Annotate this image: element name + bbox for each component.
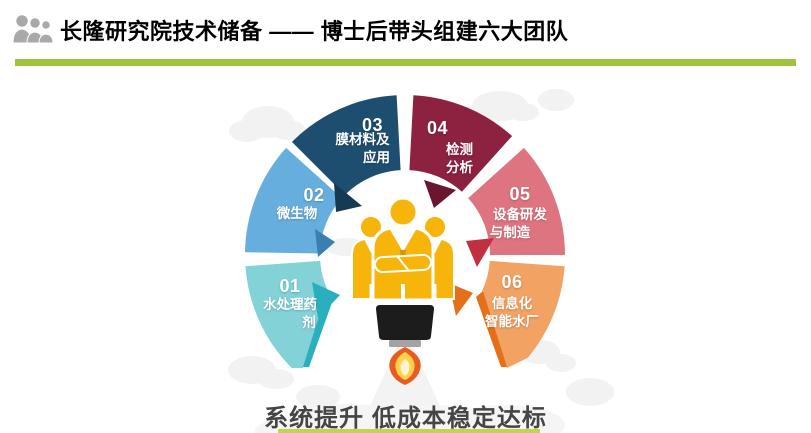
- segment-02-accent-chevron: [315, 229, 335, 257]
- segment-01-shape: [245, 260, 328, 369]
- segment-04-shape: [409, 95, 513, 192]
- footer-slogan: 系统提升 低成本稳定达标: [264, 405, 547, 432]
- segment-04-accent-chevron: [424, 180, 456, 208]
- segment-06-accent-edge: [476, 291, 507, 367]
- ring-segments: [245, 95, 565, 369]
- segment-05-accent-chevron: [466, 238, 494, 267]
- header: 长隆研究院技术储备 —— 博士后带头组建六大团队: [12, 13, 568, 45]
- rocket-base: [376, 305, 434, 340]
- segment-06-shape: [482, 260, 565, 368]
- flame-core: [400, 359, 410, 376]
- rocket-flame-icon: [376, 305, 434, 385]
- people-group-icon: [12, 14, 54, 44]
- title-underline-bar: [15, 59, 796, 66]
- segment-03-shape: [291, 95, 401, 195]
- slogan-underline-bar: [278, 429, 540, 433]
- segment-03-accent-chevron: [334, 183, 362, 212]
- segment-01-accent-edge: [303, 291, 334, 367]
- cloud-decoration-footer: [255, 404, 565, 433]
- page-title: 长隆研究院技术储备 —— 博士后带头组建六大团队: [60, 19, 569, 44]
- segment-02-shape: [245, 147, 342, 254]
- rocket-nozzle: [389, 340, 421, 347]
- segment-05-shape: [468, 147, 565, 255]
- team-icon: [351, 196, 455, 302]
